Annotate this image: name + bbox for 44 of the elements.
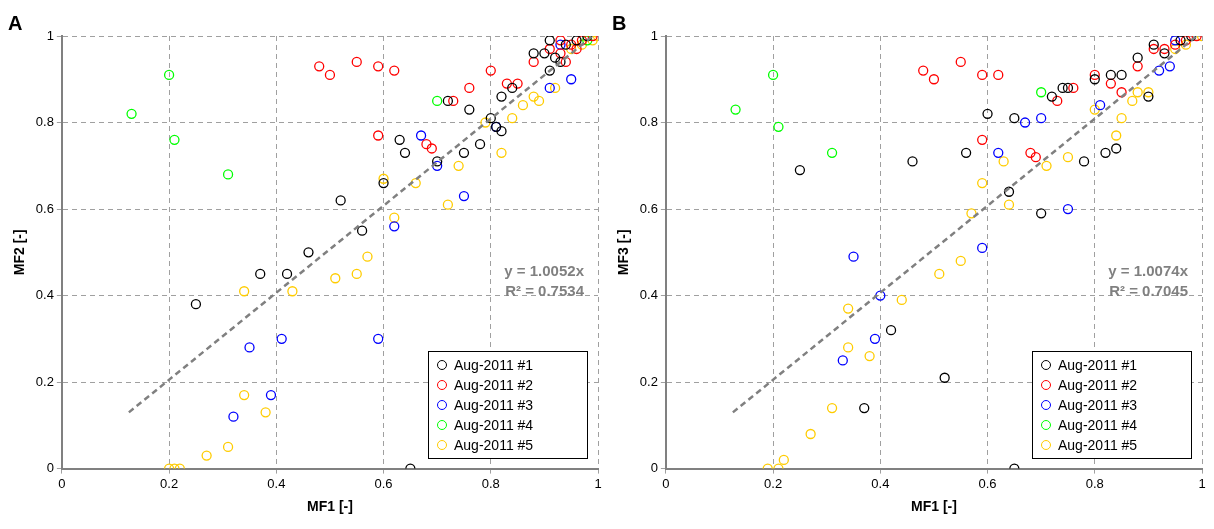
- x-tick-label: 0: [58, 475, 66, 491]
- x-tick-label: 0.6: [978, 475, 997, 491]
- y-axis-title: MF2 [-]: [11, 229, 28, 276]
- y-tick-label: 1: [46, 27, 54, 43]
- legend-label: Aug-2011 #5: [454, 435, 534, 455]
- y-tick-label: 0.4: [639, 287, 658, 303]
- y-tick-label: 0.6: [35, 200, 54, 216]
- y-tick-label: 0.2: [639, 373, 658, 389]
- legend-label: Aug-2011 #2: [454, 375, 534, 395]
- legend-label: Aug-2011 #2: [1058, 375, 1138, 395]
- x-tick-label: 0.8: [481, 475, 500, 491]
- legend-label: Aug-2011 #3: [1058, 395, 1138, 415]
- y-tick-label: 0: [46, 460, 54, 476]
- y-axis-title: MF3 [-]: [615, 229, 632, 276]
- legend-label: Aug-2011 #5: [1058, 435, 1138, 455]
- x-tick-label: 0.8: [1085, 475, 1104, 491]
- annotation: y = 1.0074x: [1108, 262, 1189, 280]
- legend-label: Aug-2011 #4: [1058, 415, 1138, 435]
- y-tick-label: 0.8: [639, 114, 658, 130]
- y-tick-label: 0: [650, 460, 658, 476]
- x-tick-label: 0.4: [871, 475, 890, 491]
- y-tick-label: 0.6: [639, 200, 658, 216]
- y-tick-label: 0.2: [35, 373, 54, 389]
- x-tick-label: 1: [1198, 475, 1206, 491]
- x-tick-label: 0.6: [374, 475, 393, 491]
- legend-label: Aug-2011 #3: [454, 395, 534, 415]
- x-axis-title: MF1 [-]: [306, 498, 353, 515]
- x-tick-label: 0.4: [267, 475, 286, 491]
- annotation: R² = 0.7534: [505, 282, 585, 300]
- x-tick-label: 0: [662, 475, 670, 491]
- annotation: R² = 0.7045: [1109, 282, 1188, 300]
- legend-label: Aug-2011 #1: [454, 355, 534, 375]
- annotation: y = 1.0052x: [504, 262, 585, 280]
- x-tick-label: 0.2: [160, 475, 179, 491]
- chart-title: B: [612, 11, 627, 34]
- x-tick-label: 1: [594, 475, 602, 491]
- y-tick-label: 0.4: [35, 287, 54, 303]
- x-tick-label: 0.2: [764, 475, 783, 491]
- chart-title: A: [8, 11, 23, 34]
- x-axis-title: MF1 [-]: [910, 498, 957, 515]
- y-tick-label: 1: [650, 27, 658, 43]
- legend-label: Aug-2011 #1: [1058, 355, 1138, 375]
- y-tick-label: 0.8: [35, 114, 54, 130]
- legend-label: Aug-2011 #4: [454, 415, 534, 435]
